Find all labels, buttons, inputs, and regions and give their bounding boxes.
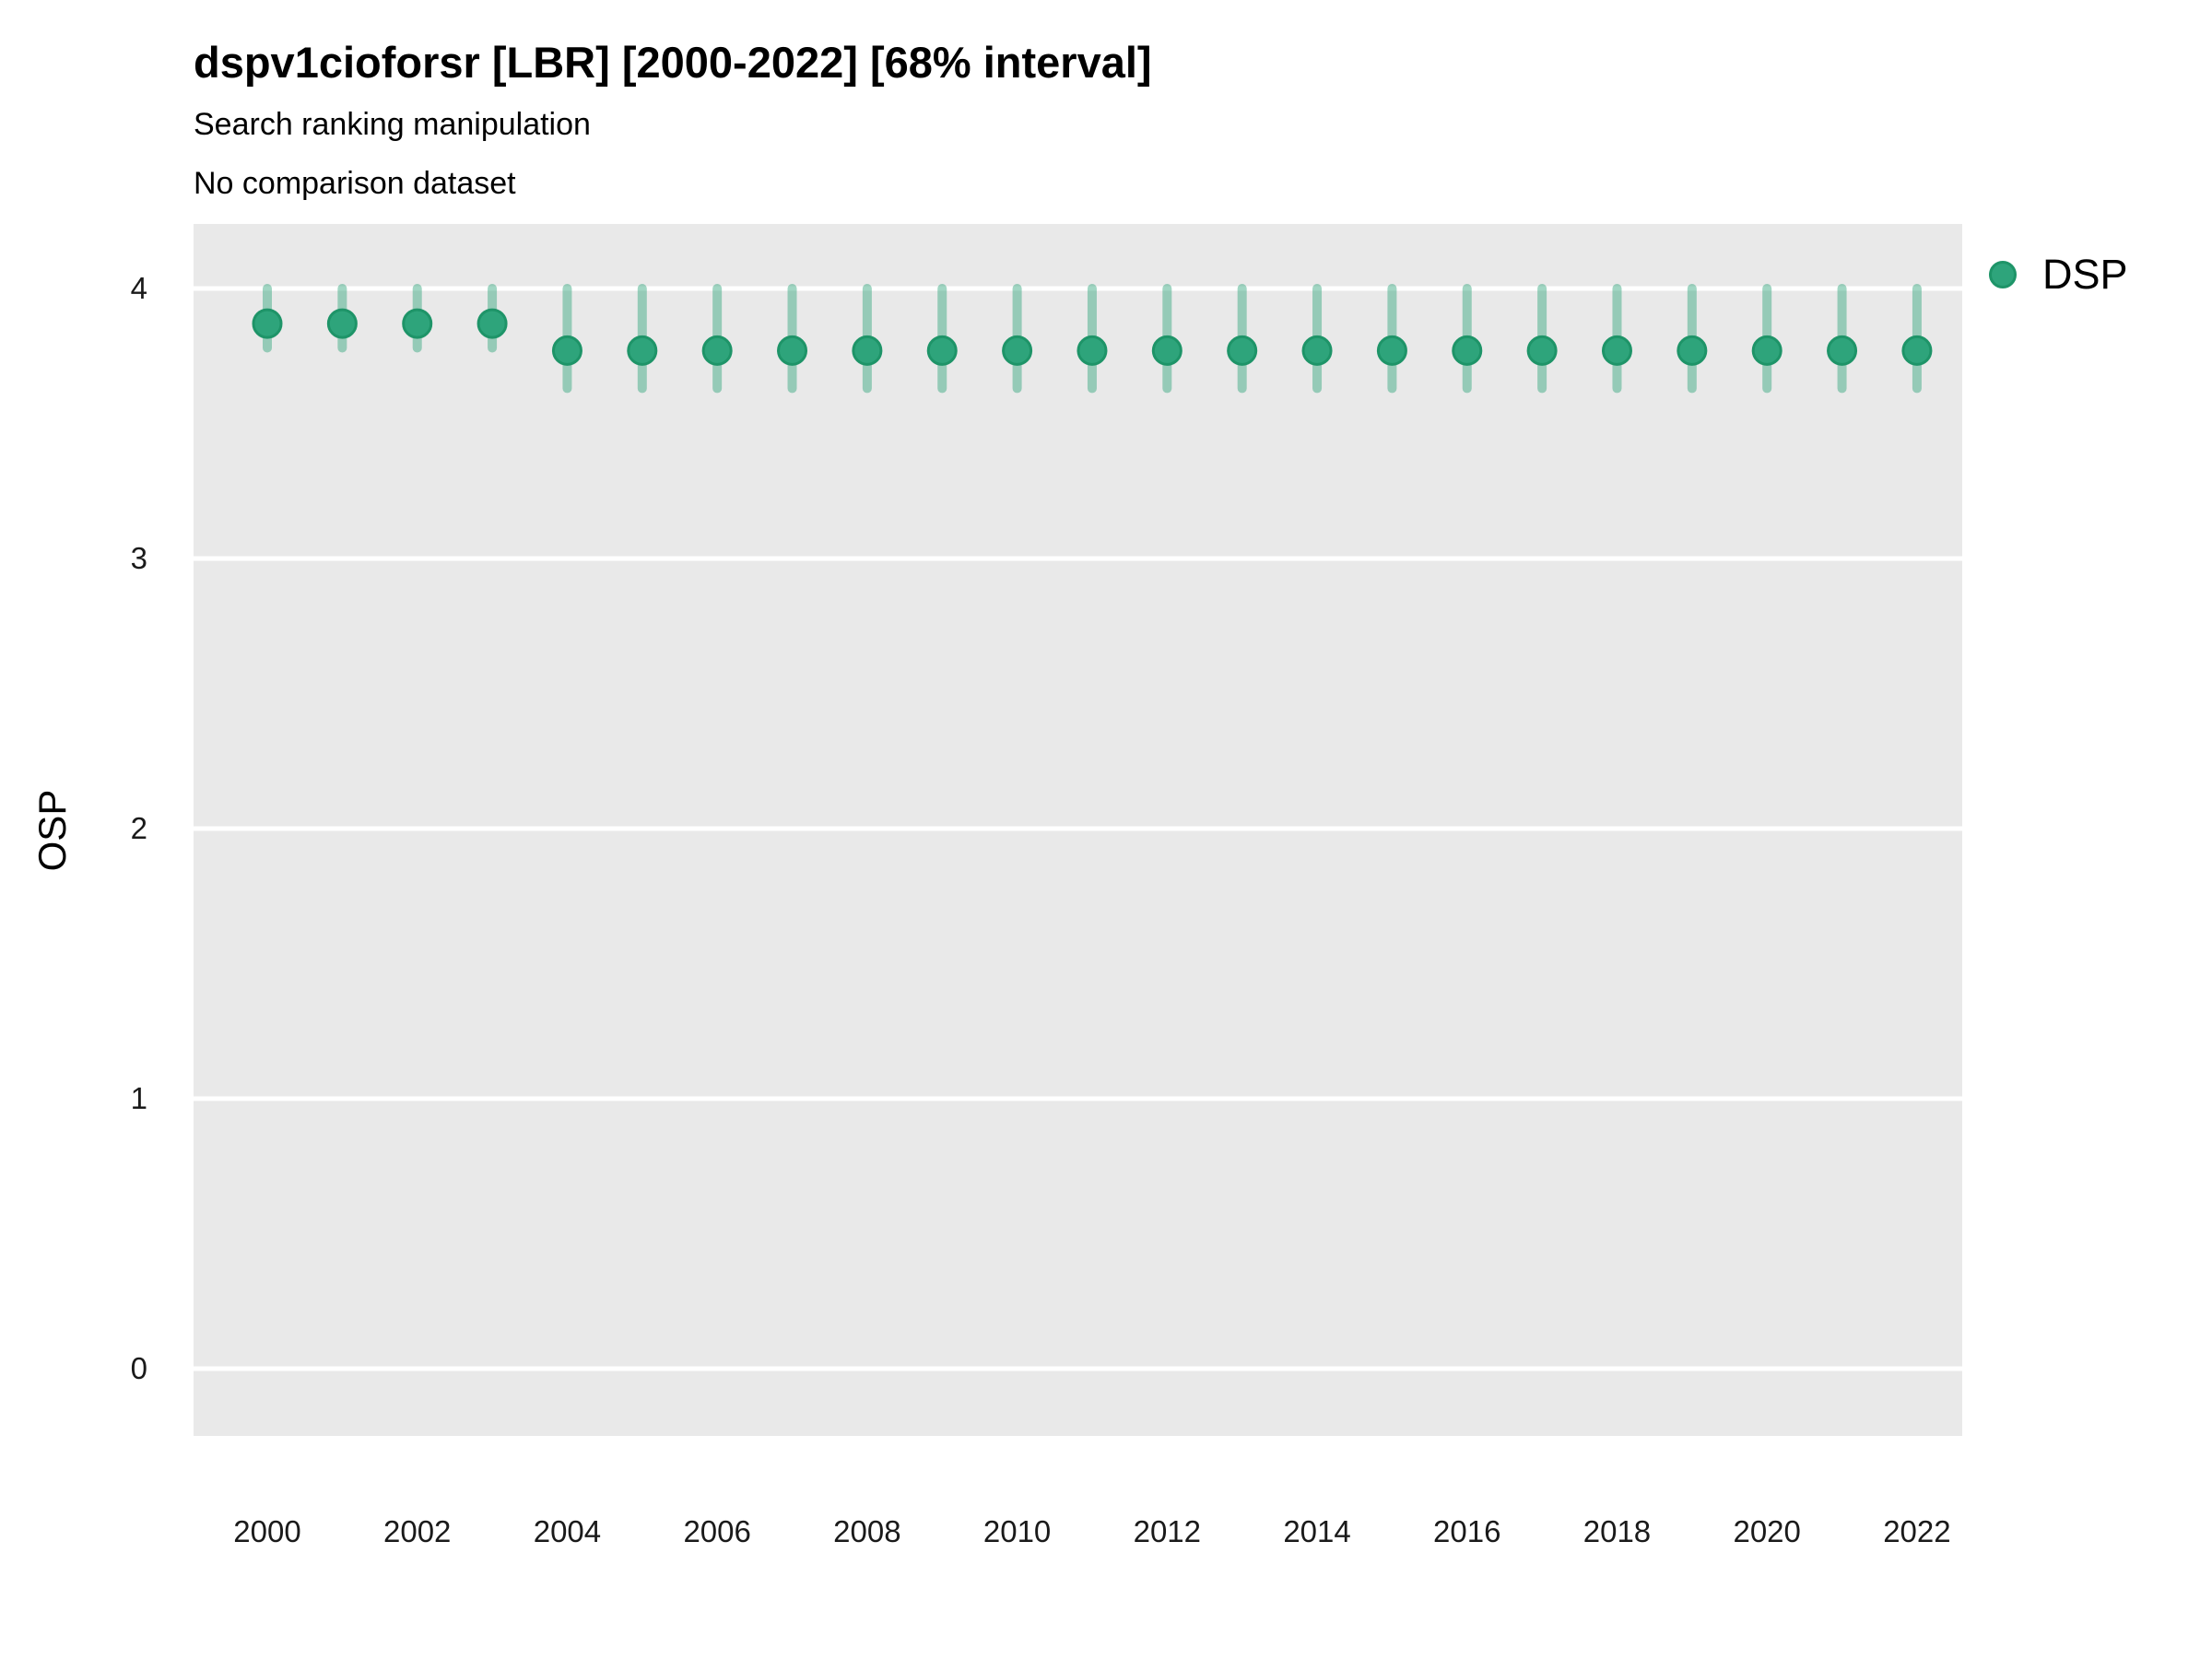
y-tick-label-2: 2: [130, 811, 147, 845]
y-tick-label-3: 3: [130, 541, 147, 575]
y-tick-label-0: 0: [130, 1351, 147, 1385]
x-tick-label-2004: 2004: [533, 1514, 602, 1548]
legend: DSP: [1989, 249, 2128, 300]
x-tick-label-2016: 2016: [1433, 1514, 1501, 1548]
x-tick-label-2006: 2006: [683, 1514, 751, 1548]
x-tick-label-2012: 2012: [1133, 1514, 1202, 1548]
x-tick-label-2000: 2000: [233, 1514, 301, 1548]
y-axis-title: OSP: [30, 789, 74, 872]
chart-note: No comparison dataset: [194, 166, 516, 201]
y-tick-label-1: 1: [130, 1081, 147, 1115]
chart-subtitle: Search ranking manipulation: [194, 107, 591, 142]
legend-marker-icon: [1989, 261, 2017, 288]
x-tick-label-2002: 2002: [383, 1514, 452, 1548]
x-tick-label-2018: 2018: [1583, 1514, 1652, 1548]
x-tick-label-2008: 2008: [833, 1514, 901, 1548]
y-tick-label-4: 4: [130, 271, 147, 305]
x-tick-label-2020: 2020: [1733, 1514, 1801, 1548]
x-tick-label-2014: 2014: [1283, 1514, 1351, 1548]
legend-label: DSP: [2042, 251, 2128, 298]
chart-title: dspv1cioforsr [LBR] [2000-2022] [68% int…: [194, 38, 1152, 87]
x-tick-label-2022: 2022: [1883, 1514, 1951, 1548]
plot-panel: [194, 224, 1962, 1436]
x-tick-label-2010: 2010: [982, 1514, 1052, 1548]
